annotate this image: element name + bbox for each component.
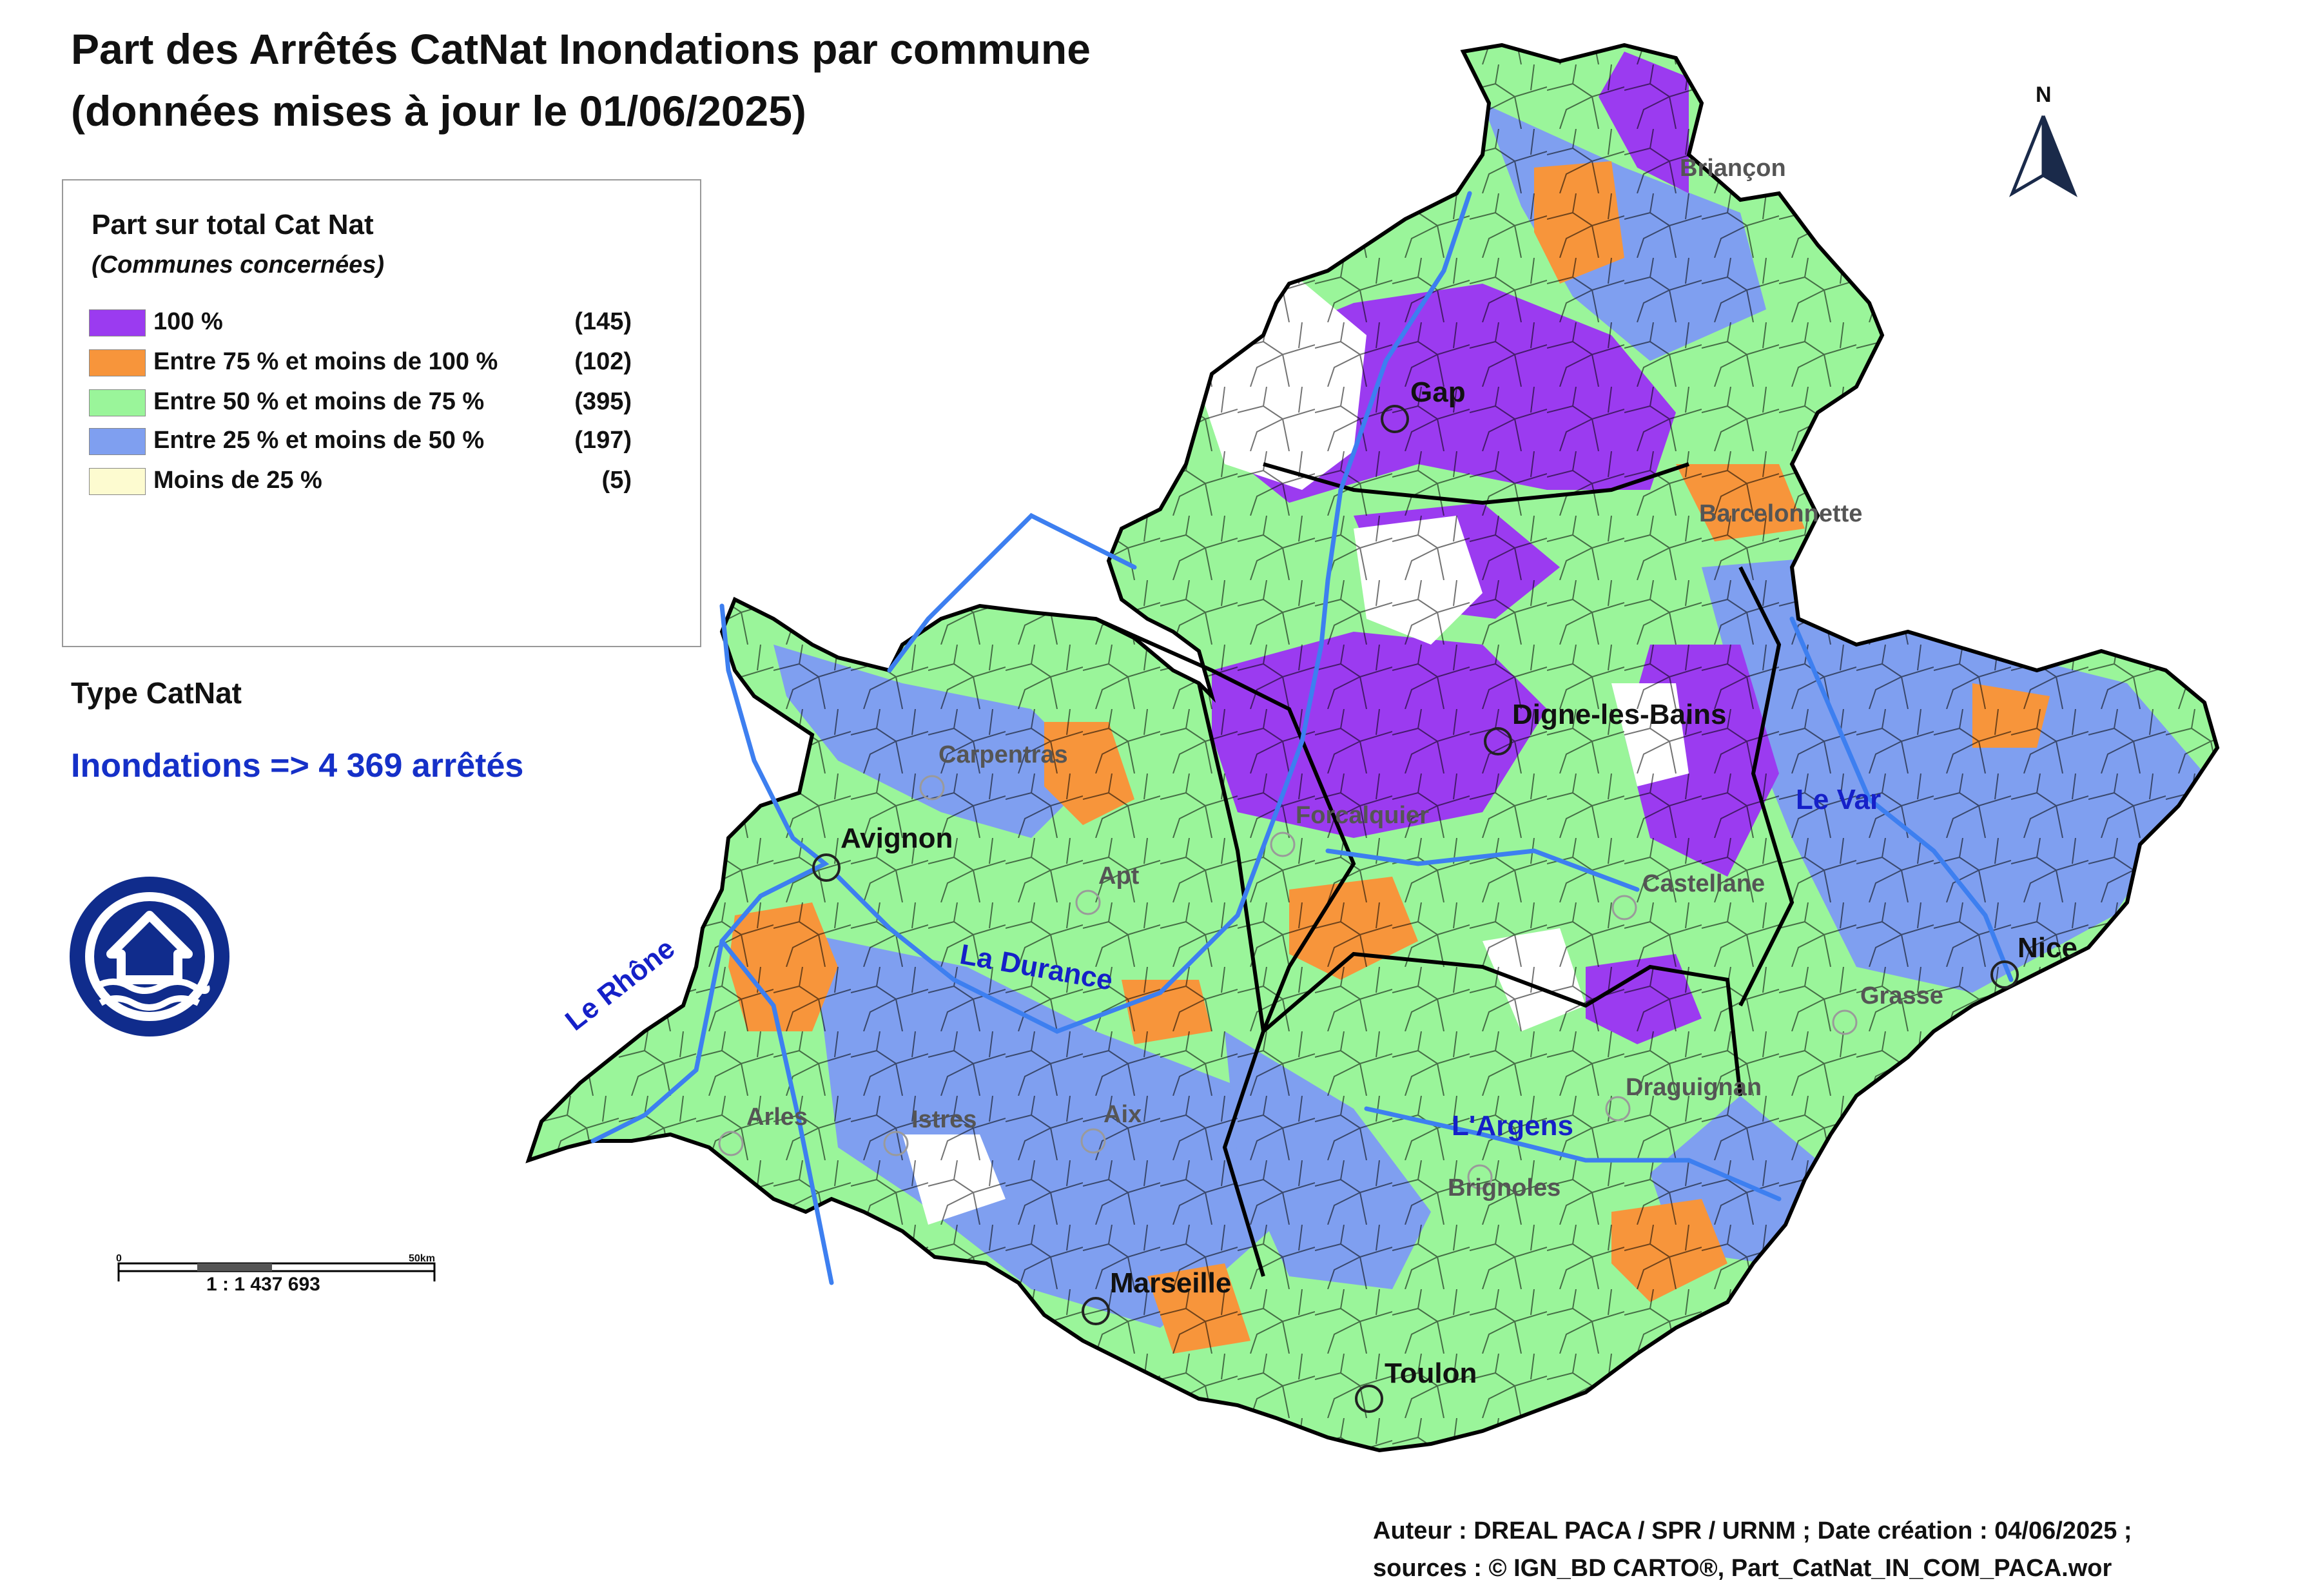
north-label: N: [2036, 83, 2052, 107]
river-durance: [835, 191, 1472, 1034]
legend-subtitle: (Communes concernées): [92, 251, 385, 278]
credits-sources: sources : © IGN_BD CARTO®, Part_CatNat_I…: [1373, 1555, 2112, 1582]
legend-item-25-50: Entre 25 % et moins de 50 % (197): [89, 424, 632, 463]
city-label-nice: Nice: [2018, 932, 2077, 964]
legend-count: (145): [574, 308, 632, 335]
scale-end: 50km: [409, 1253, 435, 1264]
legend-panel: [62, 179, 701, 647]
river-argens: [1364, 1106, 1782, 1202]
scale-start: 0: [116, 1253, 122, 1264]
city-label-apt: Apt: [1098, 862, 1140, 890]
legend-swatch: [89, 309, 146, 336]
river-rhone: [590, 603, 830, 1143]
legend-label: Moins de 25 %: [153, 467, 322, 494]
marker-marseille: [1082, 1297, 1110, 1325]
legend-count: (102): [574, 348, 632, 375]
marker-toulon: [1355, 1385, 1383, 1413]
legend-swatch: [89, 428, 146, 455]
city-label-marseille: Marseille: [1110, 1267, 1232, 1299]
city-label-forcalquier: Forcalquier: [1296, 802, 1429, 829]
city-label-aix: Aix: [1104, 1101, 1142, 1128]
legend-label: Entre 25 % et moins de 50 %: [153, 427, 485, 454]
river-rhone-branch: [719, 939, 834, 1285]
city-label-brignoles: Brignoles: [1448, 1174, 1561, 1202]
legend-item-75-100: Entre 75 % et moins de 100 % (102): [89, 345, 632, 384]
river-network: [590, 191, 2014, 1285]
type-catnat-heading: Type CatNat: [71, 676, 242, 710]
choropleth-fill: [529, 45, 2217, 1450]
city-label-digne: Digne-les-Bains: [1512, 699, 1727, 730]
legend-swatch: [89, 468, 146, 495]
marker-digne: [1484, 727, 1512, 755]
map-title-line2: (données mises à jour le 01/06/2025): [71, 87, 806, 135]
map-credits: Auteur : DREAL PACA / SPR / URNM ; Date …: [1373, 1512, 2132, 1587]
river-label-argens: L'Argens: [1452, 1110, 1573, 1142]
type-catnat-value: Inondations => 4 369 arrêtés: [71, 747, 524, 784]
legend-item-100: 100 % (145): [89, 306, 632, 344]
credits-author: Auteur : DREAL PACA / SPR / URNM ; Date …: [1373, 1517, 2132, 1544]
map-title-line1: Part des Arrêtés CatNat Inondations par …: [71, 25, 1091, 73]
scale-bar: [117, 1262, 436, 1281]
flood-logo-icon: [70, 877, 229, 1036]
river-verdon: [1325, 848, 1640, 892]
legend-title: Part sur total Cat Nat: [92, 209, 374, 240]
marker-gap: [1381, 405, 1409, 433]
legend-count: (5): [601, 467, 632, 494]
legend-label: 100 %: [153, 308, 223, 335]
city-label-avignon: Avignon: [841, 822, 953, 854]
city-label-barcelonnette: Barcelonnette: [1699, 500, 1863, 527]
legend-swatch: [89, 389, 146, 416]
marker-avignon: [812, 853, 841, 882]
city-label-arles: Arles: [746, 1104, 808, 1131]
legend-item-under-25: Moins de 25 % (5): [89, 464, 632, 503]
city-label-istres: Istres: [911, 1106, 977, 1133]
river-label-var: Le Var: [1796, 784, 1882, 815]
river-northwest: [887, 512, 1137, 673]
city-label-toulon: Toulon: [1385, 1358, 1477, 1389]
map-title: Part des Arrêtés CatNat Inondations par …: [71, 18, 1091, 142]
legend-item-50-75: Entre 50 % et moins de 75 % (395): [89, 385, 632, 424]
department-boundaries: [529, 45, 2217, 1450]
marker-nice: [1990, 960, 2019, 989]
city-label-castellane: Castellane: [1642, 870, 1765, 897]
scale-ratio: 1 : 1 437 693: [206, 1274, 320, 1295]
city-label-draguignan: Draguignan: [1626, 1074, 1762, 1101]
city-label-briancon: Briançon: [1680, 155, 1786, 182]
city-markers-minor: [718, 775, 1858, 1190]
legend-count: (395): [574, 388, 632, 415]
city-label-grasse: Grasse: [1860, 982, 1943, 1009]
city-label-gap: Gap: [1410, 376, 1466, 408]
legend-swatch: [89, 349, 146, 376]
city-label-carpentras: Carpentras: [939, 741, 1068, 768]
city-markers: [812, 405, 2019, 1413]
north-arrow-icon: [2008, 115, 2078, 197]
legend-count: (197): [574, 427, 632, 454]
legend-label: Entre 75 % et moins de 100 %: [153, 348, 498, 375]
legend-label: Entre 50 % et moins de 75 %: [153, 388, 485, 415]
river-var: [1789, 616, 2014, 982]
